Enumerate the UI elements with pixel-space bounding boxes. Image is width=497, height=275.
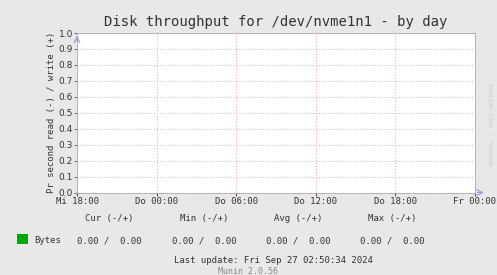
- Text: 0.00 /  0.00: 0.00 / 0.00: [171, 236, 236, 245]
- Title: Disk throughput for /dev/nvme1n1 - by day: Disk throughput for /dev/nvme1n1 - by da…: [104, 15, 447, 29]
- Text: Last update: Fri Sep 27 02:50:34 2024: Last update: Fri Sep 27 02:50:34 2024: [174, 256, 373, 265]
- Text: 0.00 /  0.00: 0.00 / 0.00: [77, 236, 142, 245]
- Text: Munin 2.0.56: Munin 2.0.56: [219, 267, 278, 275]
- Text: 0.00 /  0.00: 0.00 / 0.00: [360, 236, 425, 245]
- Text: Min (-/+): Min (-/+): [179, 214, 228, 223]
- Text: Max (-/+): Max (-/+): [368, 214, 417, 223]
- Text: Bytes: Bytes: [34, 236, 61, 245]
- Text: 0.00 /  0.00: 0.00 / 0.00: [266, 236, 331, 245]
- Text: Cur (-/+): Cur (-/+): [85, 214, 134, 223]
- Y-axis label: Pr second read (-) / write (+): Pr second read (-) / write (+): [47, 32, 56, 193]
- Text: Avg (-/+): Avg (-/+): [274, 214, 323, 223]
- Text: RRDTOOL / TOBI OETIKER: RRDTOOL / TOBI OETIKER: [490, 82, 495, 165]
